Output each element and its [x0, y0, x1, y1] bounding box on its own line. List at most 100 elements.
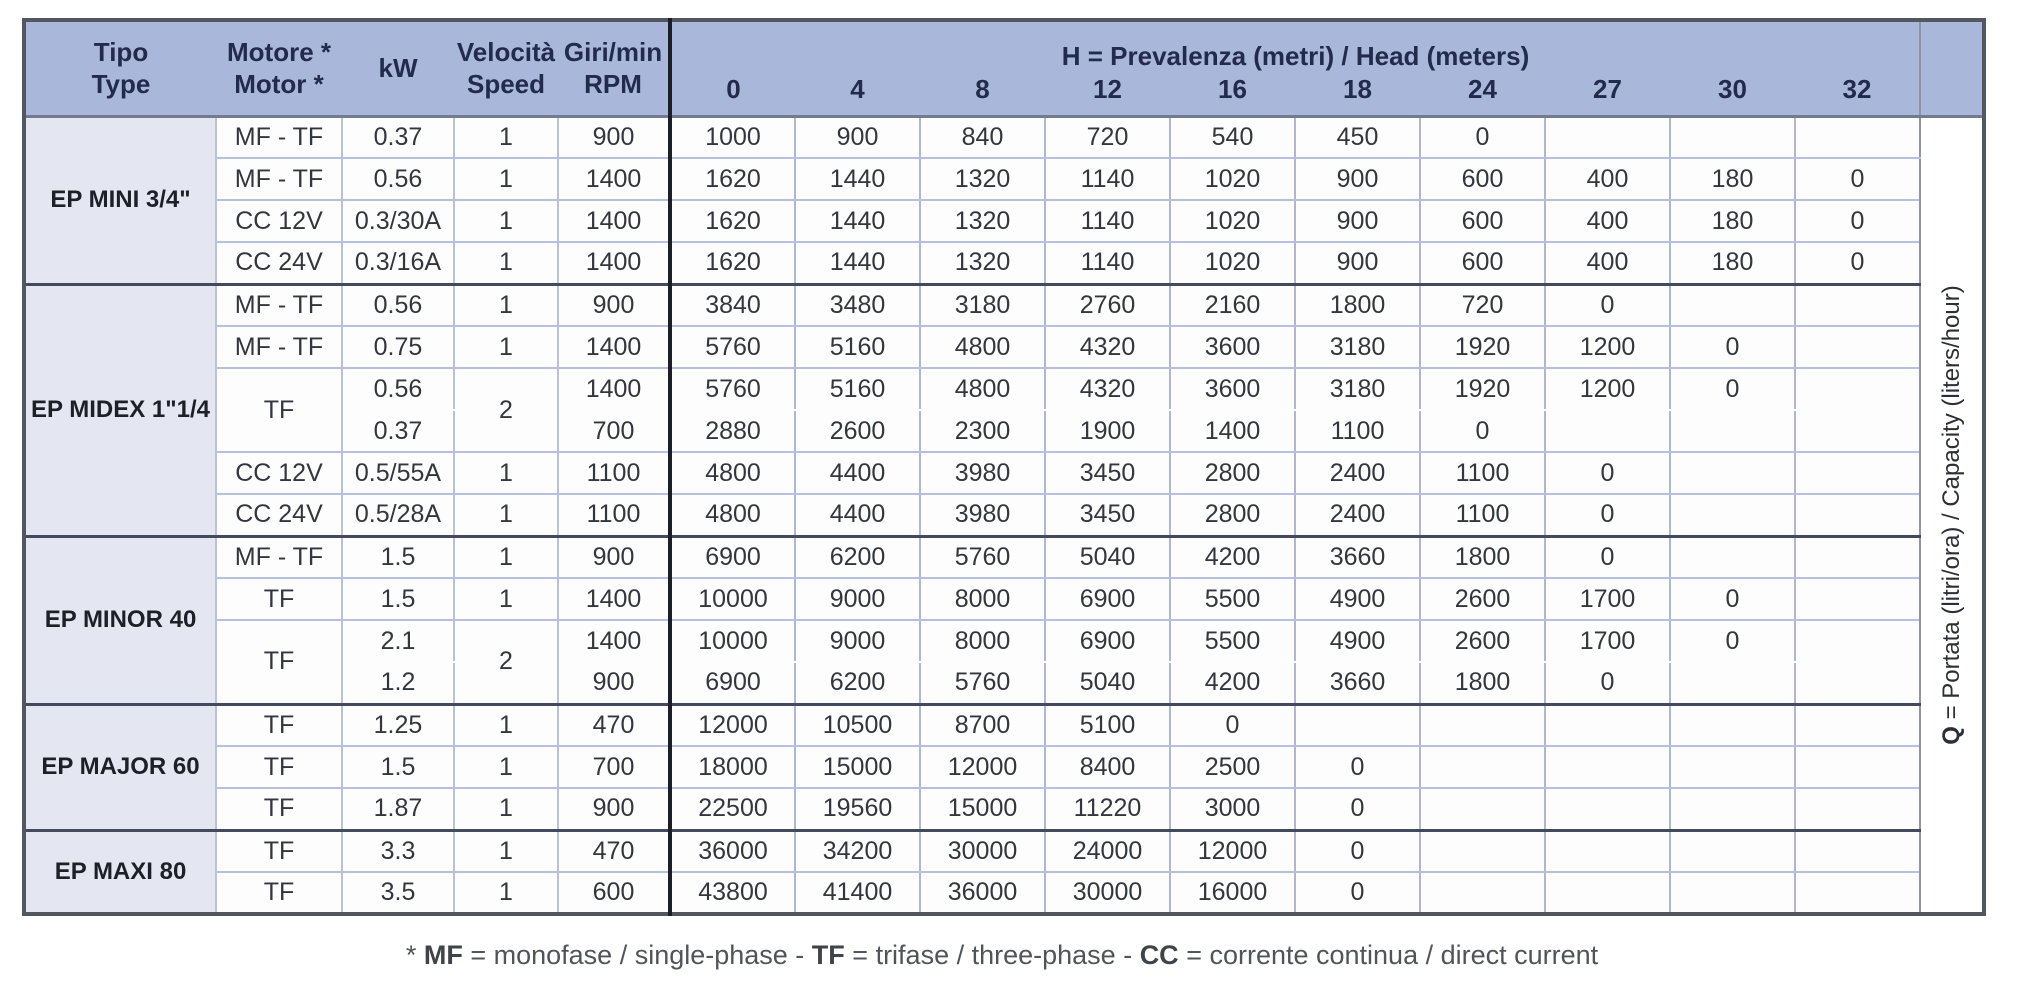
cell-motor: TF — [215, 830, 342, 873]
cell-capacity-h18: 900 — [1294, 158, 1420, 201]
cell-capacity-h27: 1200 — [1544, 326, 1670, 369]
cell-capacity-h12: 5100 — [1044, 704, 1170, 747]
cell-capacity-h27: 0 — [1544, 494, 1670, 538]
cell-speed: 1 — [453, 872, 558, 914]
cell-capacity-h0: 36000 — [668, 830, 795, 873]
table-row: EP MIDEX 1"1/4 MF - TF 0.56 1 900 3840 3480 318… — [24, 284, 1984, 538]
footnote-part: = trifase / three-phase - — [844, 940, 1140, 970]
cell-capacity-h12: 4320 — [1044, 326, 1170, 369]
cell-capacity-h12: 720 — [1044, 116, 1170, 159]
cell-capacity-h4: 1440 — [794, 158, 920, 201]
cell-capacity-h24: 1800 — [1419, 536, 1545, 579]
cell-capacity-h8: 5760 — [919, 536, 1045, 579]
cell-motor: CC 24V — [215, 494, 342, 538]
cell-capacity-h16: 3600 — [1169, 368, 1295, 410]
cell-capacity-h27 — [1544, 830, 1670, 873]
cell-capacity-h27: 400 — [1544, 200, 1670, 243]
cell-capacity-h16: 1400 — [1169, 410, 1295, 453]
cell-rpm: 1400 — [557, 200, 670, 243]
cell-speed: 1 — [453, 158, 558, 201]
cell-capacity-h8: 8000 — [919, 578, 1045, 621]
cell-rpm: 600 — [557, 872, 670, 914]
cell-speed: 1 — [453, 452, 558, 495]
cell-capacity-h0: 1620 — [668, 242, 795, 286]
cell-capacity-h16: 5500 — [1169, 578, 1295, 621]
cell-motor: CC 12V — [215, 200, 342, 243]
cell-capacity-h16: 540 — [1169, 116, 1295, 159]
cell-capacity-h16: 0 — [1169, 704, 1295, 747]
cell-capacity-h8: 5760 — [919, 662, 1045, 706]
cell-kw: 1.5 — [341, 578, 454, 621]
cell-capacity-h12: 1140 — [1044, 242, 1170, 286]
cell-capacity-h30 — [1669, 872, 1795, 914]
cell-rpm: 900 — [557, 284, 670, 327]
cell-capacity-h27: 400 — [1544, 158, 1670, 201]
table-row: EP MINOR 40 MF - TF 1.5 1 900 6900 6200 5760 504… — [24, 536, 1984, 706]
cell-rpm: 1400 — [557, 158, 670, 201]
cell-capacity-h18: 1800 — [1294, 284, 1420, 327]
cell-capacity-h18: 450 — [1294, 116, 1420, 159]
cell-capacity-h16: 2800 — [1169, 494, 1295, 538]
cell-motor: CC 24V — [215, 242, 342, 286]
cell-capacity-h30 — [1669, 452, 1795, 495]
cell-motor: CC 12V — [215, 452, 342, 495]
cell-capacity-h27 — [1544, 746, 1670, 789]
cell-capacity-h0: 12000 — [668, 704, 795, 747]
cell-capacity-h0: 6900 — [668, 662, 795, 706]
head-col-0: 0 — [668, 74, 795, 118]
cell-capacity-h8: 1320 — [919, 200, 1045, 243]
cell-capacity-h30: 180 — [1669, 242, 1795, 286]
cell-capacity-h32 — [1794, 284, 1920, 327]
cell-motor: MF - TF — [215, 326, 342, 369]
cell-capacity-h32 — [1794, 704, 1920, 747]
cell-kw: 3.3 — [341, 830, 454, 873]
cell-capacity-h16: 2500 — [1169, 746, 1295, 789]
cell-capacity-h12: 1140 — [1044, 158, 1170, 201]
cell-capacity-h24: 600 — [1419, 158, 1545, 201]
cell-capacity-h27: 400 — [1544, 242, 1670, 286]
table-row: CC 24V 0.5/28A 1 1100 4800 4400 3980 3450 2800 24… — [24, 494, 1984, 538]
cell-capacity-h32 — [1794, 830, 1920, 873]
cell-capacity-h32: 0 — [1794, 242, 1920, 286]
cell-capacity-h8: 3980 — [919, 452, 1045, 495]
cell-capacity-h24: 2600 — [1419, 620, 1545, 662]
cell-motor: TF — [215, 788, 342, 832]
header-label-line: Motore * — [227, 36, 331, 67]
cell-speed: 1 — [453, 704, 558, 747]
header-label-line: RPM — [584, 69, 642, 100]
cell-speed: 1 — [453, 578, 558, 621]
cell-capacity-h18 — [1294, 704, 1420, 747]
cell-capacity-h32: 0 — [1794, 158, 1920, 201]
cell-capacity-h27: 1200 — [1544, 368, 1670, 410]
cell-capacity-h4: 9000 — [794, 620, 920, 662]
pump-type-cell: EP MINOR 40 — [24, 536, 216, 706]
cell-capacity-h8: 1320 — [919, 242, 1045, 286]
cell-capacity-h4: 2600 — [794, 410, 920, 453]
cell-capacity-h4: 4400 — [794, 452, 920, 495]
cell-capacity-h4: 1440 — [794, 242, 920, 286]
cell-speed: 1 — [453, 494, 558, 538]
header-label-line: kW — [378, 53, 418, 83]
cell-capacity-h8: 30000 — [919, 830, 1045, 873]
cell-capacity-h16: 3000 — [1169, 788, 1295, 832]
cell-capacity-h16: 2160 — [1169, 284, 1295, 327]
table-row: TF 0.56 2 1400 5760 5160 4800 4320 3600 3180 1920 1… — [24, 368, 1984, 453]
q-axis-label-rest: = Portata (litri/ora) / Capacity (liters… — [1937, 285, 1965, 726]
pump-type-cell: EP MAXI 80 — [24, 830, 216, 914]
cell-capacity-h4: 15000 — [794, 746, 920, 789]
cell-capacity-h8: 36000 — [919, 872, 1045, 914]
cell-capacity-h4: 41400 — [794, 872, 920, 914]
cell-capacity-h24: 600 — [1419, 200, 1545, 243]
cell-capacity-h30 — [1669, 788, 1795, 832]
cell-kw: 0.37 — [341, 116, 454, 159]
header-label-line: Velocità — [456, 36, 556, 67]
cell-capacity-h16: 1020 — [1169, 242, 1295, 286]
cell-capacity-h12: 6900 — [1044, 578, 1170, 621]
cell-capacity-h32 — [1794, 578, 1920, 621]
cell-capacity-h24 — [1419, 746, 1545, 789]
cell-capacity-h27: 1700 — [1544, 620, 1670, 662]
cell-capacity-h27 — [1544, 116, 1670, 159]
cell-capacity-h30 — [1669, 746, 1795, 789]
cell-capacity-h24: 0 — [1419, 410, 1545, 453]
cell-motor: TF — [215, 746, 342, 789]
